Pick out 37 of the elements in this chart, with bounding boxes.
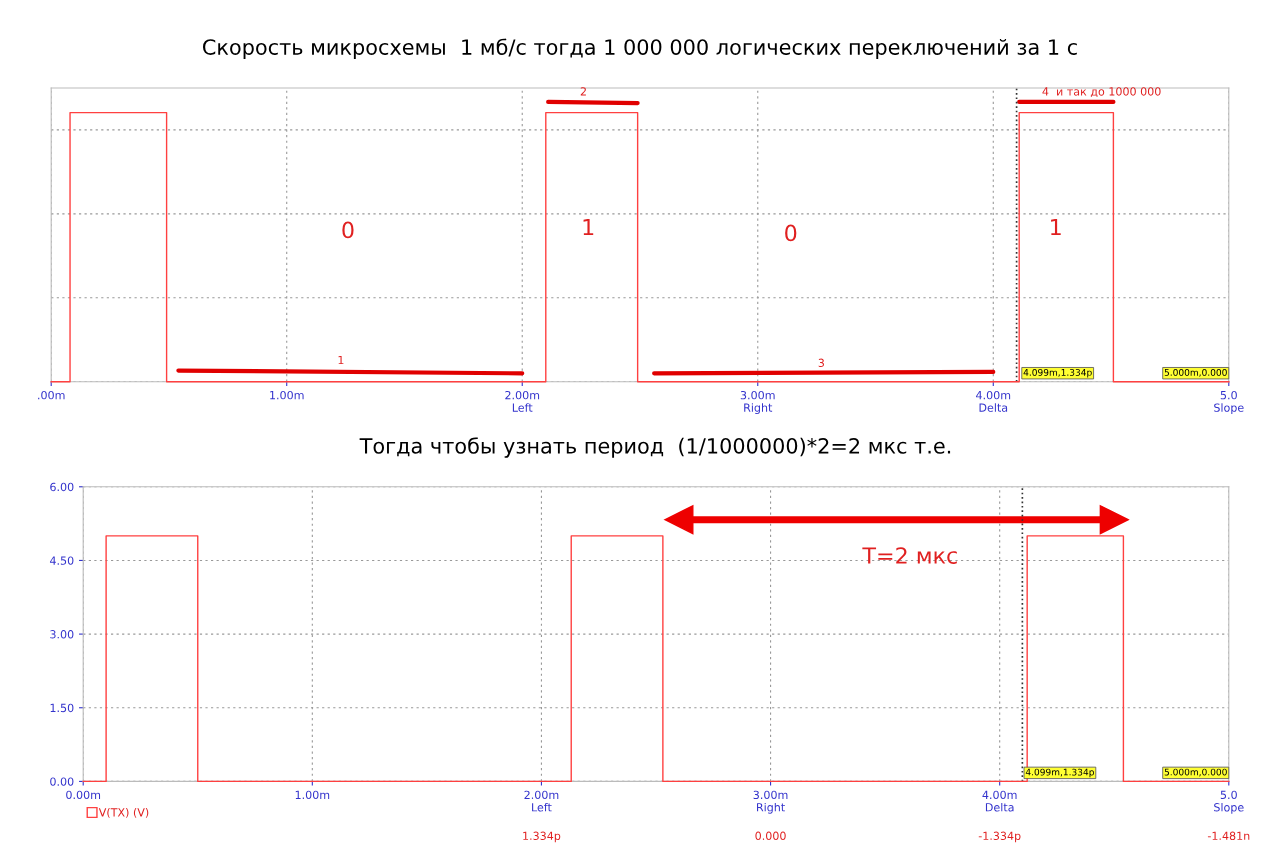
y-tick-label: 1.50 [50, 703, 74, 713]
x-tick-label: .00m [38, 390, 65, 400]
annotation: 1 [338, 355, 344, 365]
annotation: 0 [785, 224, 797, 242]
text: -1.334p [978, 831, 1021, 843]
annotation: 1 [1051, 218, 1061, 236]
annotation: 0 [342, 221, 354, 239]
annotation: 2 [580, 87, 586, 96]
chart-title: Тогда чтобы узнать период (1/1000000)*2=2 мкс т.е. [359, 437, 951, 458]
x-tick-label: 2.00m Left [505, 390, 540, 412]
x-tick-label: 4.00m Delta [982, 790, 1017, 812]
x-tick-label: 3.00m Right [740, 390, 775, 414]
annotation: 4 и так до 1000 000 [1042, 87, 1161, 98]
y-tick-label: 0.00 [50, 777, 74, 786]
annotation: 3 [818, 358, 824, 368]
annotation: 1 [583, 218, 594, 236]
text: 1.334p [523, 831, 561, 843]
y-tick-label: 6.00 [50, 482, 74, 492]
chart-title: Скорость микросхемы 1 мб/с тогда 1 000 000 логических переключений за 1 с [202, 38, 1077, 59]
legend-label: V(TX) (V) [98, 807, 149, 818]
text: -1.481n [1207, 831, 1250, 841]
x-tick-label: 0.00m [66, 790, 101, 800]
x-tick-label: 2.00m Left [524, 790, 559, 812]
y-tick-label: 4.50 [49, 556, 74, 565]
x-tick-label: 5.0 Slope [1214, 790, 1244, 814]
text: 0.000 [755, 831, 786, 841]
annotation: 5.000m,0.000 [1164, 768, 1227, 777]
x-tick-label: 4.00m Delta [976, 390, 1011, 412]
annotation: 4.099m,1.334p [1023, 368, 1092, 378]
x-tick-label: 3.00m Right [753, 790, 788, 814]
x-tick-label: 5.0 Slope [1214, 390, 1244, 414]
annotation: T=2 мкс [862, 547, 957, 564]
x-tick-label: 1.00m [295, 790, 330, 800]
annotation: 5.000m,0.000 [1164, 368, 1227, 377]
annotation: 4.099m,1.334p [1025, 768, 1094, 778]
y-tick-label: 3.00 [50, 630, 74, 639]
x-tick-label: 1.00m [270, 390, 304, 400]
